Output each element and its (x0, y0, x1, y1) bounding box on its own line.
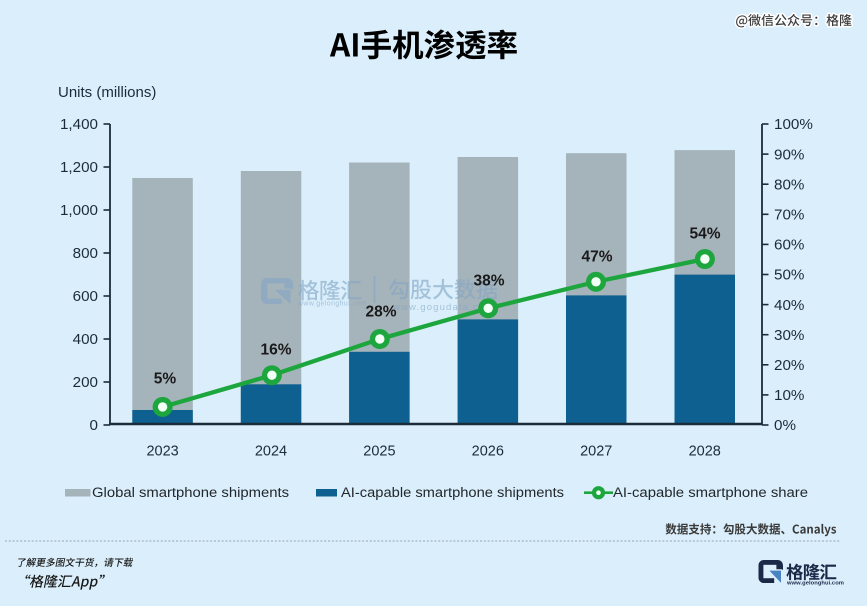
svg-text:47%: 47% (581, 248, 612, 265)
svg-text:AI-capable smartphone shipment: AI-capable smartphone shipments (341, 485, 564, 501)
svg-text:2028: 2028 (689, 444, 721, 460)
svg-text:0: 0 (90, 417, 98, 434)
svg-text:800: 800 (73, 245, 98, 262)
svg-text:1,200: 1,200 (60, 159, 98, 176)
svg-text:28%: 28% (365, 303, 396, 320)
svg-text:10%: 10% (774, 387, 804, 404)
svg-text:60%: 60% (774, 237, 804, 254)
svg-text:54%: 54% (689, 225, 720, 242)
svg-text:1,400: 1,400 (60, 116, 98, 133)
svg-text:AI-capable smartphone share: AI-capable smartphone share (613, 485, 808, 501)
svg-text:50%: 50% (774, 267, 804, 284)
svg-text:Units (millions): Units (millions) (58, 84, 156, 101)
svg-text:2024: 2024 (255, 444, 287, 460)
svg-text:Global smartphone shipments: Global smartphone shipments (92, 485, 289, 501)
svg-text:5%: 5% (154, 370, 177, 387)
svg-text:600: 600 (73, 288, 98, 305)
svg-text:20%: 20% (774, 357, 804, 374)
svg-text:2026: 2026 (472, 444, 504, 460)
svg-text:2027: 2027 (580, 444, 612, 460)
svg-text:www.gelonghui.com: www.gelonghui.com (786, 581, 844, 587)
svg-text:100%: 100% (774, 116, 813, 133)
svg-text:80%: 80% (774, 176, 804, 193)
svg-text:www.gogudata.com: www.gogudata.com (392, 302, 494, 313)
svg-text:www.gelonghui.com: www.gelonghui.com (297, 301, 367, 308)
svg-text:38%: 38% (473, 272, 504, 289)
svg-text:400: 400 (73, 331, 98, 348)
svg-text:16%: 16% (260, 341, 291, 358)
svg-text:2023: 2023 (146, 444, 178, 460)
svg-text:200: 200 (73, 374, 98, 391)
svg-text:1,000: 1,000 (60, 202, 98, 219)
svg-text:90%: 90% (774, 146, 804, 163)
svg-text:40%: 40% (774, 297, 804, 314)
svg-text:70%: 70% (774, 207, 804, 224)
svg-text:2025: 2025 (363, 444, 395, 460)
svg-text:30%: 30% (774, 327, 804, 344)
svg-text:0%: 0% (774, 417, 796, 434)
